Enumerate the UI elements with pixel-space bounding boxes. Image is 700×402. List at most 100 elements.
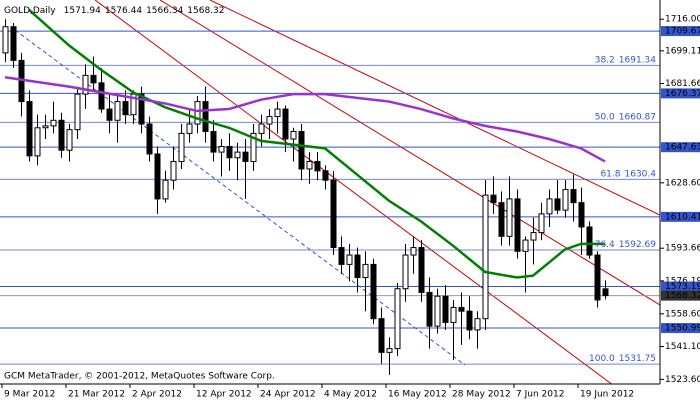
candle-body — [498, 202, 505, 237]
candle-body — [282, 108, 289, 140]
candle-body — [202, 101, 209, 133]
fibo-label: 61.8 1630.4 — [600, 169, 656, 179]
candle-body — [466, 310, 473, 331]
y-tick-label: 1523.60 — [665, 375, 700, 385]
level-box — [661, 211, 700, 222]
trend-line — [94, 0, 613, 384]
candle-body — [66, 129, 73, 151]
candle-body — [474, 318, 481, 331]
candle-body — [178, 132, 185, 162]
candle-body — [546, 198, 553, 215]
candle-body — [362, 263, 369, 279]
fibo-label: 100.0 1531.75 — [589, 354, 656, 364]
candle-body — [402, 254, 409, 290]
candle-body — [562, 189, 569, 211]
candle-body — [58, 119, 65, 151]
candle-body — [338, 247, 345, 265]
y-tick-label: 1576.19 — [665, 276, 700, 286]
last-price-box — [661, 290, 700, 301]
chart-title: GOLD,Daily 1571.94 1576.44 1566.34 1568.32 — [4, 6, 225, 16]
candle-body — [258, 123, 265, 134]
candle-body — [354, 254, 361, 279]
level-label: 1610.41 — [665, 212, 700, 222]
candle-body — [82, 74, 89, 95]
candle-body — [2, 26, 9, 54]
fibo-level: 50.0 — [595, 112, 615, 122]
x-tick-label: 12 Apr 2012 — [196, 390, 252, 400]
candle-body — [314, 160, 321, 172]
candle-body — [226, 145, 233, 159]
x-tick-label: 9 Mar 2012 — [4, 390, 55, 400]
last-price-label: 1568.32 — [665, 291, 700, 301]
x-tick-label: 7 Jun 2012 — [516, 390, 564, 400]
y-tick-label: 1558.60 — [665, 309, 700, 319]
level-label: 1676.37 — [665, 89, 700, 99]
x-tick-label: 4 May 2012 — [324, 390, 377, 400]
candle-body — [26, 101, 33, 157]
y-tick-label: 1699.11 — [665, 46, 700, 56]
x-tick-label: 16 May 2012 — [388, 390, 447, 400]
x-tick-label: 19 Jun 2012 — [580, 390, 634, 400]
candle-body — [170, 160, 177, 181]
candle-body — [242, 151, 249, 162]
level-label: 1573.19 — [665, 282, 700, 292]
ohlc-close: 1568.32 — [187, 6, 224, 16]
y-tick-label: 1593.66 — [665, 244, 700, 254]
candle-body — [298, 131, 305, 170]
y-tick-label: 1681.66 — [665, 79, 700, 89]
candle-body — [378, 318, 385, 353]
level-box — [661, 88, 700, 99]
candle-body — [538, 213, 545, 234]
candle-body — [266, 116, 273, 125]
candle-body — [514, 198, 521, 252]
level-box — [661, 281, 700, 292]
candle-body — [122, 101, 129, 116]
candle-body — [42, 125, 49, 129]
candle-body — [458, 306, 465, 312]
level-label: 1709.67 — [665, 27, 700, 37]
candle-body — [490, 194, 497, 204]
level-label: 1647.63 — [665, 143, 700, 153]
candle-body — [554, 198, 561, 211]
candle-body — [506, 198, 513, 237]
candle-body — [234, 151, 241, 159]
footer: GCM MetaTrader, © 2001-2012, MetaQuotes … — [4, 372, 275, 382]
candle-body — [370, 263, 377, 320]
candle-body — [114, 101, 121, 121]
candle-body — [138, 93, 145, 125]
fibo-price: 1691.34 — [619, 55, 656, 65]
x-tick-label: 2 Apr 2012 — [132, 390, 182, 400]
candle-body — [154, 153, 161, 200]
level-box — [661, 26, 700, 37]
candle-body — [442, 295, 449, 323]
candle-body — [570, 189, 577, 204]
fibo-level: 61.8 — [600, 169, 620, 179]
fibo-price: 1592.69 — [619, 240, 656, 250]
candle-body — [530, 232, 537, 241]
level-box — [661, 142, 700, 153]
ohlc-open: 1571.94 — [64, 6, 101, 16]
candle-body — [10, 26, 17, 61]
ohlc-high: 1576.44 — [105, 6, 142, 16]
candle-body — [306, 160, 313, 170]
fibo-level: 38.2 — [595, 55, 615, 65]
level-box — [661, 323, 700, 334]
moving-average — [4, 76, 606, 163]
trend-line — [159, 0, 660, 306]
fibo-label: 38.2 1691.34 — [595, 55, 657, 65]
symbol: GOLD,Daily — [4, 6, 56, 16]
level-label: 1550.99 — [665, 324, 700, 334]
candle-body — [90, 74, 97, 84]
candle-body — [130, 93, 137, 116]
candle-body — [434, 295, 441, 327]
candle-body — [146, 123, 153, 155]
plot — [0, 8, 660, 375]
candle-body — [218, 145, 225, 153]
candle-body — [74, 93, 81, 131]
fibo-price: 1630.4 — [625, 169, 657, 179]
fibo-level: 100.0 — [589, 354, 615, 364]
candle-body — [386, 348, 393, 353]
candle-body — [522, 239, 529, 252]
candle-body — [586, 226, 593, 256]
